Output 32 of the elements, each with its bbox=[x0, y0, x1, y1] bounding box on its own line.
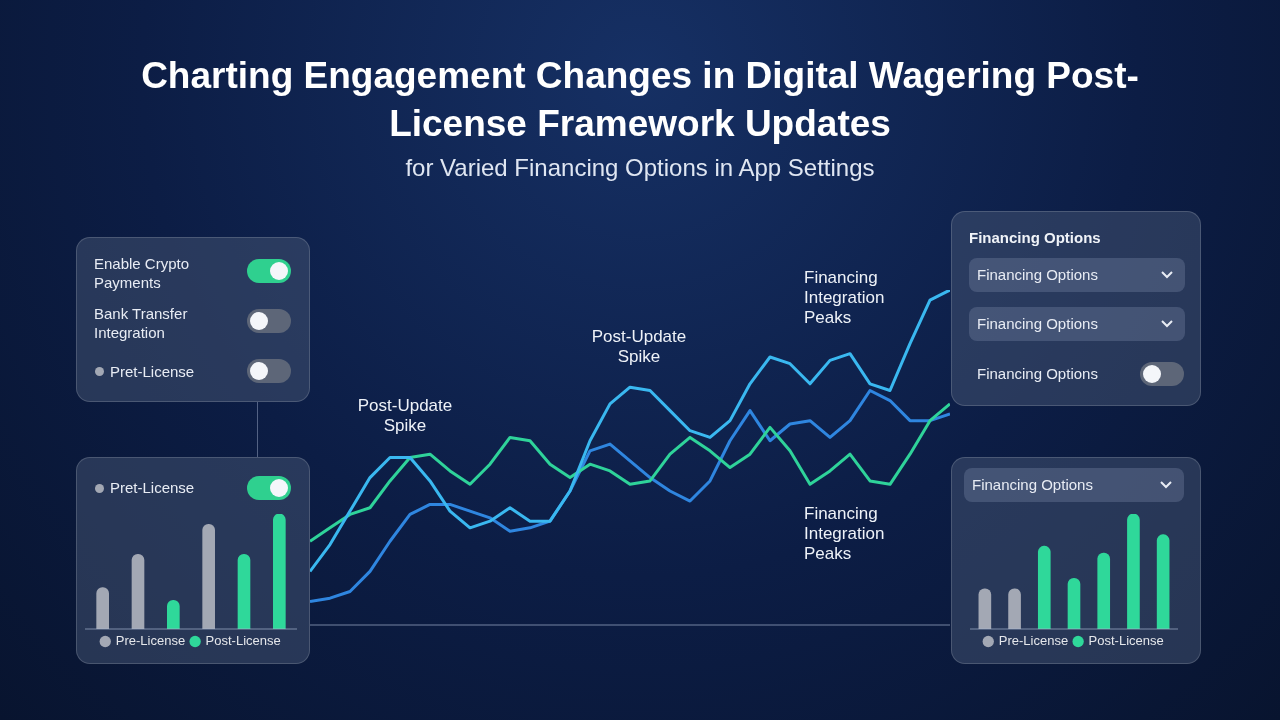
annotation: Financing Integration Peaks bbox=[804, 504, 886, 564]
legend-label: Post-License bbox=[1088, 633, 1164, 649]
legend-label: Pre-License bbox=[998, 633, 1069, 649]
legend-label: Post-License bbox=[205, 633, 281, 649]
text: Financing Options bbox=[972, 476, 1093, 493]
legend-label: Pre-License bbox=[115, 633, 186, 649]
bar bbox=[1008, 588, 1021, 629]
bar bbox=[273, 514, 286, 629]
bar bbox=[1156, 534, 1170, 629]
annotation: Financing Integration Peaks bbox=[804, 268, 886, 328]
text: Financing Options bbox=[977, 266, 1098, 283]
text: Financing Options bbox=[977, 315, 1098, 332]
chart-title: Charting Engagement Changes in Digital Wagering Post-License Framework Updates bbox=[140, 54, 1140, 146]
bar bbox=[1037, 545, 1051, 629]
text: Financing Options bbox=[969, 229, 1101, 246]
annotation: Post-Update Spike bbox=[356, 396, 454, 436]
text: Pret-License bbox=[110, 362, 196, 381]
text: Bank Transfer Integration bbox=[94, 304, 189, 342]
bar bbox=[202, 524, 215, 629]
text: Enable Crypto Payments bbox=[94, 254, 191, 292]
annotation: Post-Update Spike bbox=[590, 327, 688, 367]
bar bbox=[96, 587, 109, 629]
bar bbox=[237, 553, 251, 629]
bar bbox=[1067, 578, 1081, 629]
text: Pret-License bbox=[110, 479, 195, 496]
bar bbox=[167, 599, 180, 629]
bar bbox=[131, 553, 145, 629]
bar bbox=[1127, 514, 1140, 629]
chart-subtitle: for Varied Financing Options in App Settings bbox=[404, 154, 876, 182]
text: Financing Options bbox=[977, 365, 1098, 382]
bar bbox=[978, 588, 992, 629]
bar bbox=[1097, 552, 1111, 629]
